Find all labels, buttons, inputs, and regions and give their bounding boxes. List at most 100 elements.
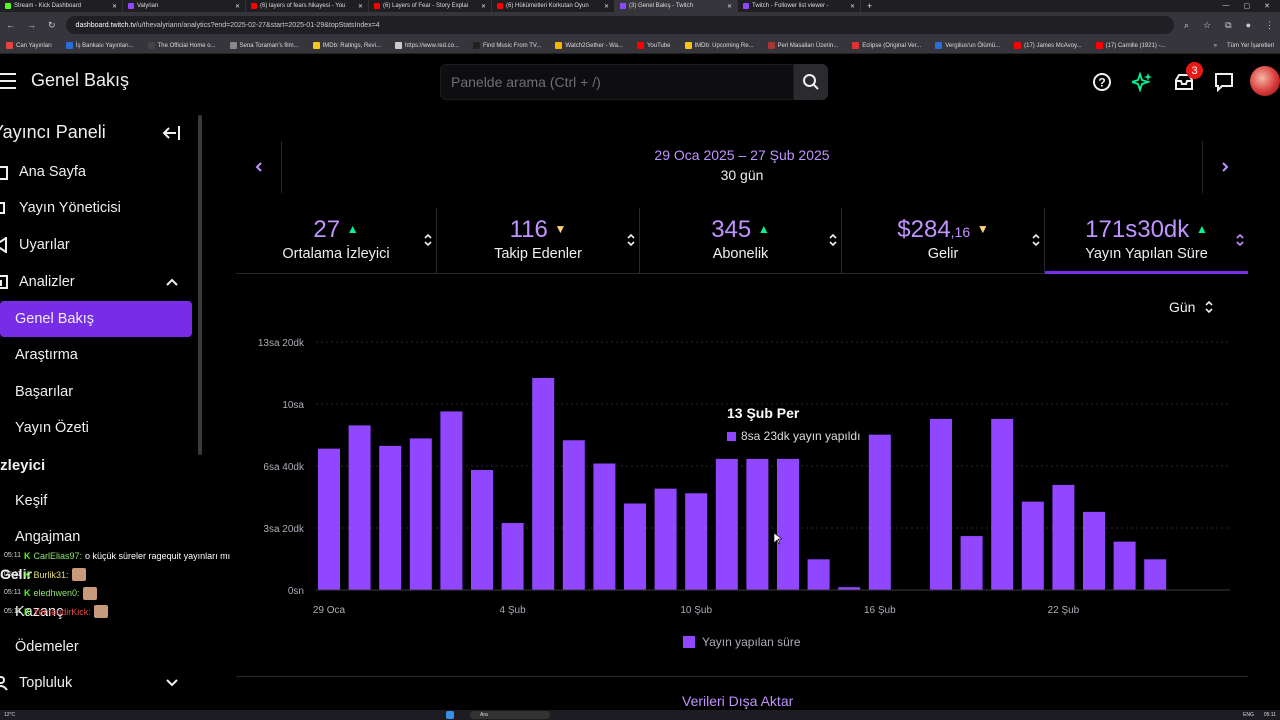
bar[interactable] (1144, 559, 1167, 590)
bookmark[interactable]: Sena Toraman's film... (229, 42, 299, 49)
bar[interactable] (960, 536, 983, 590)
clock[interactable]: 05:11 (1263, 712, 1276, 718)
menu-icon[interactable]: ⋮ (1265, 19, 1274, 30)
bar[interactable] (562, 440, 585, 590)
bar[interactable] (532, 377, 555, 590)
sidebar-item-research[interactable]: Araştırma (0, 337, 192, 373)
bar[interactable] (1083, 511, 1105, 590)
bookmark[interactable]: IMDb: Ratings, Revi... (312, 42, 381, 49)
bar[interactable] (501, 523, 524, 590)
close-tab-icon[interactable]: ✕ (111, 3, 117, 10)
bar[interactable] (685, 493, 708, 590)
sidebar-scrollbar[interactable] (198, 115, 202, 455)
stat-followers[interactable]: 116 ▼ Takip Edenler (437, 208, 640, 274)
bookmark[interactable]: IMDb: Upcoming Re... (684, 42, 754, 49)
bar[interactable] (838, 587, 861, 590)
bookmark[interactable]: The Official Home o... (147, 42, 216, 49)
browser-tab[interactable]: Twitch - Follower list viewer - ✕ (738, 0, 861, 12)
zoom-icon[interactable]: ⌕ (1184, 19, 1190, 30)
sidebar-item-home[interactable]: Ana Sayfa (0, 154, 192, 190)
bookmark[interactable]: YouTube (636, 42, 671, 49)
bookmark[interactable]: (17) James McAvoy... (1014, 42, 1082, 49)
new-tab-icon[interactable]: + (867, 1, 873, 11)
sidebar-item-community[interactable]: Topluluk (0, 665, 192, 701)
chat-username[interactable]: eledhwen0: (33, 588, 80, 598)
help-icon[interactable]: ? (1092, 72, 1112, 92)
stat-avg-viewers[interactable]: 27 ▲ Ortalama İzleyici (236, 208, 437, 274)
sidebar-item-achievements[interactable]: Başarılar (0, 374, 192, 410)
sort-icon[interactable] (1032, 233, 1040, 247)
sidebar-item-engagement[interactable]: Angajman (0, 519, 192, 555)
bookmark[interactable]: Can Yayınları (6, 42, 52, 49)
bookmark[interactable]: (17) Camille (1921) -... (1095, 42, 1166, 49)
sidebar-item-stream-manager[interactable]: Yayın Yöneticisi (0, 190, 192, 226)
browser-tab[interactable]: Stream - Kick Dashboard ✕ (0, 0, 123, 12)
whispers-icon[interactable] (1214, 72, 1234, 92)
sidebar-item-payouts[interactable]: Ödemeler (0, 629, 192, 665)
extensions-icon[interactable]: ⧉ (1225, 19, 1232, 30)
language-indicator[interactable]: ENG (1243, 712, 1254, 718)
stat-stream-time[interactable]: 171s30dk ▲ Yayın Yapılan Süre (1045, 208, 1248, 274)
browser-tab[interactable]: (3) Genel Bakış - Twitch ✕ (615, 0, 738, 12)
next-period-button[interactable] (1202, 141, 1247, 193)
bar[interactable] (991, 418, 1014, 590)
sort-icon[interactable] (627, 233, 635, 247)
sort-icon[interactable] (829, 233, 837, 247)
browser-tab[interactable]: (6) Layers of Fear - Story Explai ✕ (369, 0, 492, 12)
sparkle-icon[interactable] (1132, 72, 1152, 92)
reload-icon[interactable]: ↻ (48, 19, 56, 30)
bar[interactable] (715, 458, 738, 590)
bar[interactable] (654, 488, 677, 590)
chat-username[interactable]: CarlElias97: (33, 551, 83, 561)
bar[interactable] (1113, 541, 1136, 590)
collapse-sidebar-icon[interactable] (161, 124, 181, 142)
browser-tab[interactable]: (6) Hükümetleri Korkutan Oyun ✕ (492, 0, 615, 12)
minimize-icon[interactable]: — (1222, 2, 1230, 9)
inbox-icon[interactable] (1174, 72, 1194, 92)
date-range-text[interactable]: 29 Oca 2025 – 27 Şub 2025 (654, 147, 830, 163)
bookmark[interactable]: Find Music From TV... (473, 42, 541, 49)
browser-tab[interactable]: (6) layers of fears hikayesi - You ✕ (246, 0, 369, 12)
bookmark[interactable]: Vergilius'un Ölümü... (935, 42, 1000, 49)
bar[interactable] (930, 418, 952, 590)
sidebar-item-earnings[interactable]: Kazanç (0, 594, 192, 630)
bar[interactable] (868, 434, 891, 590)
close-window-icon[interactable]: ✕ (1264, 3, 1270, 10)
bookmark[interactable]: Watch2Gether - Wa... (555, 42, 623, 49)
bookmarks-overflow-button[interactable]: » (1213, 42, 1217, 49)
close-tab-icon[interactable]: ✕ (849, 3, 855, 10)
bookmark[interactable]: Peri Masalları Üzerin... (767, 42, 838, 49)
close-tab-icon[interactable]: ✕ (480, 3, 486, 10)
profile-icon[interactable]: ● (1245, 19, 1251, 30)
bar[interactable] (807, 559, 830, 590)
chart-legend[interactable]: Yayın yapılan süre (683, 635, 801, 649)
stat-revenue[interactable]: $284,16 ▼ Gelir (842, 208, 1045, 274)
bar[interactable] (348, 425, 371, 590)
bar[interactable] (440, 411, 463, 590)
close-tab-icon[interactable]: ✕ (357, 3, 363, 10)
sidebar-item-alerts[interactable]: Uyarılar (0, 227, 192, 263)
star-icon[interactable]: ☆ (1203, 19, 1212, 30)
browser-tab[interactable]: Valyrian ✕ (123, 0, 246, 12)
bar[interactable] (777, 458, 799, 590)
weather-widget[interactable]: 12°C (4, 712, 16, 718)
sort-icon[interactable] (1236, 233, 1244, 247)
bar[interactable] (624, 503, 646, 590)
all-bookmarks-button[interactable]: Tüm Yer İşaretleri (1226, 42, 1274, 49)
search-input[interactable]: Panelde arama (Ctrl + /) (440, 64, 794, 100)
bar[interactable] (379, 445, 402, 590)
taskbar-search[interactable]: Ara (470, 711, 550, 719)
chat-username[interactable]: YemendirKick: (33, 606, 91, 617)
chat-username[interactable]: Burlik31: (33, 569, 69, 580)
avatar[interactable] (1250, 66, 1280, 96)
bar[interactable] (746, 458, 769, 590)
url-field[interactable]: dashboard.twitch.tv/u/thevalyriann/analy… (65, 16, 1174, 34)
sidebar-item-stream-summary[interactable]: Yayın Özeti (0, 410, 192, 446)
bar[interactable] (1052, 484, 1075, 590)
sort-icon[interactable] (424, 233, 432, 247)
bookmark[interactable]: Eclipse (Original Ver... (852, 42, 921, 49)
granularity-dropdown[interactable]: Gün (1160, 293, 1230, 321)
sidebar-item-analytics[interactable]: Analizler (0, 264, 192, 300)
bar[interactable] (409, 438, 432, 590)
forward-icon[interactable]: → (27, 19, 36, 30)
